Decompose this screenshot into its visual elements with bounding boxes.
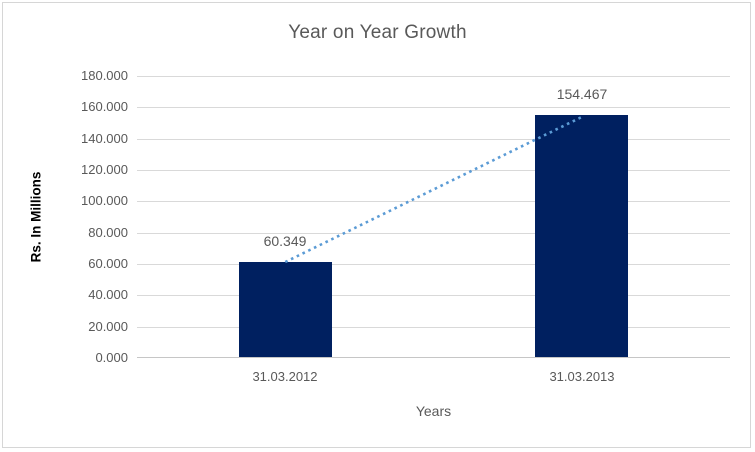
bar-value-label: 60.349 [263, 233, 307, 249]
x-tick-label: 31.03.2012 [252, 369, 318, 384]
gridline [137, 264, 730, 265]
chart-title: Year on Year Growth [288, 22, 467, 43]
y-tick-label: 140.000 [81, 131, 128, 146]
gridline [137, 201, 730, 202]
gridline [137, 295, 730, 296]
x-axis-line [137, 357, 730, 358]
y-axis-title: Rs. In Millions [28, 171, 44, 263]
y-tick-label: 120.000 [81, 162, 128, 177]
y-tick-label: 160.000 [81, 99, 128, 114]
gridline [137, 139, 730, 140]
trendline [284, 115, 583, 264]
bar-31.03.2013 [535, 115, 628, 357]
x-axis-title: Years [415, 403, 452, 419]
y-tick-label: 100.000 [81, 193, 128, 208]
y-tick-label: 60.000 [88, 256, 128, 271]
gridline [137, 233, 730, 234]
y-tick-label: 20.000 [88, 319, 128, 334]
plot-area: 60.349 154.467 [137, 76, 730, 358]
y-tick-label: 0.000 [95, 350, 128, 365]
bar-value-label: 154.467 [556, 86, 608, 102]
x-tick-label: 31.03.2013 [549, 369, 615, 384]
gridline [137, 107, 730, 108]
y-tick-label: 80.000 [88, 225, 128, 240]
gridline [137, 76, 730, 77]
gridline [137, 327, 730, 328]
gridline [137, 170, 730, 171]
y-tick-label: 180.000 [81, 68, 128, 83]
bar-31.03.2012 [239, 262, 332, 357]
y-tick-label: 40.000 [88, 287, 128, 302]
